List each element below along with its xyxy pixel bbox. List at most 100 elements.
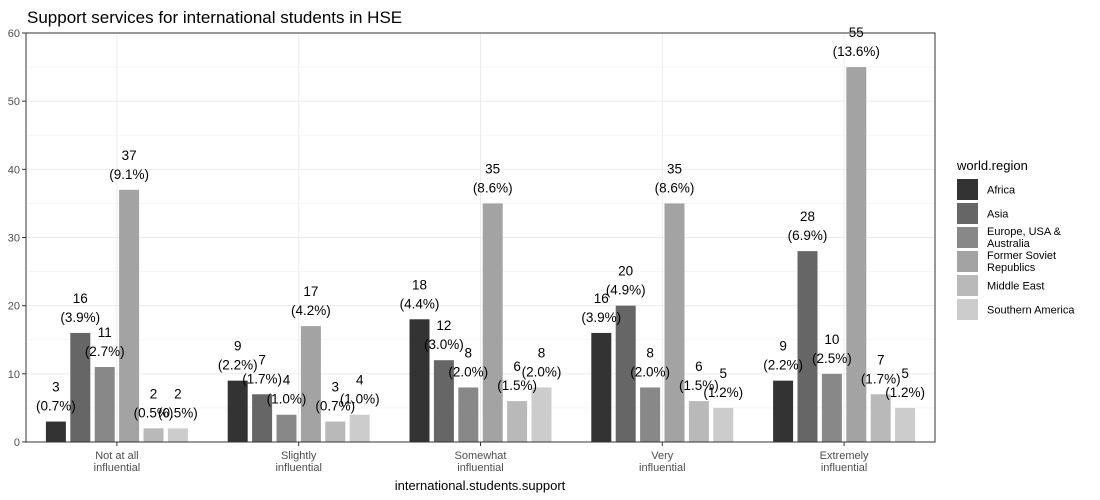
bar xyxy=(167,428,188,442)
legend-label: Middle East xyxy=(987,281,1044,293)
data-label-count: 18 xyxy=(412,277,427,292)
data-label-count: 6 xyxy=(513,359,521,374)
bar xyxy=(70,332,91,442)
legend-label: Europe, USA & Australia xyxy=(987,226,1062,250)
data-label-count: 37 xyxy=(122,148,137,163)
data-label-percent: (13.6%) xyxy=(833,44,880,59)
legend-key xyxy=(957,299,978,320)
bar xyxy=(227,380,248,442)
data-label-percent: (1.7%) xyxy=(242,371,282,386)
data-label-percent: (8.6%) xyxy=(473,180,513,195)
data-label-percent: (1.5%) xyxy=(497,378,537,393)
bar xyxy=(94,367,115,442)
data-label-percent: (3.0%) xyxy=(424,337,464,352)
x-tick-label: Very influential xyxy=(639,450,685,474)
data-label-count: 8 xyxy=(465,345,473,360)
y-axis: 0 10 20 30 40 50 60 xyxy=(8,28,26,449)
data-label-count: 6 xyxy=(695,359,703,374)
bar xyxy=(591,332,612,442)
data-label-percent: (8.6%) xyxy=(655,180,695,195)
data-label-percent: (1.5%) xyxy=(679,378,719,393)
data-label-percent: (2.5%) xyxy=(812,351,852,366)
x-tick-label: Extremely influential xyxy=(820,450,869,474)
bar xyxy=(688,401,709,442)
bar xyxy=(895,407,916,442)
data-label-count: 10 xyxy=(824,332,839,347)
data-label-count: 2 xyxy=(174,386,182,401)
x-tick-label: Slightly influential xyxy=(275,450,321,474)
data-label-percent: (2.0%) xyxy=(522,364,562,379)
data-label-percent: (1.2%) xyxy=(885,385,925,400)
legend-key xyxy=(957,179,978,200)
data-label-percent: (3.9%) xyxy=(60,310,100,325)
bar xyxy=(143,428,164,442)
bar xyxy=(870,394,891,442)
data-label-count: 5 xyxy=(901,366,909,381)
bar xyxy=(615,305,636,442)
legend: world.region Africa Asia Europe, USA & Aust… xyxy=(956,158,1075,320)
data-label-count: 8 xyxy=(538,345,546,360)
data-label-percent: (0.5%) xyxy=(134,405,174,420)
data-label-count: 35 xyxy=(667,161,682,176)
bar xyxy=(45,421,66,442)
legend-label: Southern America xyxy=(987,305,1075,317)
bar xyxy=(458,387,479,442)
data-label-count: 4 xyxy=(356,373,364,388)
data-label-count: 7 xyxy=(258,352,266,367)
y-tick-label: 50 xyxy=(8,96,20,108)
y-tick-label: 20 xyxy=(8,301,20,313)
chart-title: Support services for international stude… xyxy=(27,8,402,27)
data-label-count: 17 xyxy=(303,284,318,299)
data-label-count: 16 xyxy=(594,291,609,306)
data-label-percent: (2.2%) xyxy=(218,358,258,373)
data-label-count: 12 xyxy=(436,318,451,333)
data-label-percent: (9.1%) xyxy=(109,167,149,182)
x-tick-label: Somewhat influential xyxy=(455,450,507,474)
data-label-percent: (2.7%) xyxy=(85,344,125,359)
x-axis: Not at all influential Slightly influential… xyxy=(94,442,869,474)
data-label-count: 3 xyxy=(332,380,340,395)
bars xyxy=(45,67,916,442)
legend-label: Asia xyxy=(987,209,1009,221)
legend-label: Former Soviet Republics xyxy=(987,250,1056,274)
legend-key xyxy=(957,251,978,272)
data-label-count: 20 xyxy=(618,264,633,279)
data-label-percent: (2.0%) xyxy=(448,364,488,379)
data-label-count: 28 xyxy=(800,209,815,224)
data-label-percent: (1.7%) xyxy=(861,371,901,386)
legend-key xyxy=(957,203,978,224)
data-label-count: 4 xyxy=(283,373,291,388)
bar xyxy=(846,67,867,442)
data-label-percent: (6.9%) xyxy=(788,228,828,243)
bar xyxy=(531,387,552,442)
data-label-percent: (0.5%) xyxy=(158,405,198,420)
data-label-percent: (1.2%) xyxy=(703,385,743,400)
bar xyxy=(276,414,297,442)
bar xyxy=(252,394,273,442)
bar xyxy=(349,414,370,442)
bar xyxy=(773,380,794,442)
data-label-count: 8 xyxy=(646,345,654,360)
data-label-percent: (4.4%) xyxy=(400,296,440,311)
data-label-percent: (0.7%) xyxy=(315,399,355,414)
bar xyxy=(664,203,685,442)
y-tick-label: 40 xyxy=(8,164,20,176)
data-label-count: 2 xyxy=(150,386,158,401)
x-tick-label: Not at all influential xyxy=(94,450,140,474)
bar xyxy=(119,189,140,442)
data-label-percent: (4.9%) xyxy=(606,283,646,298)
bar xyxy=(640,387,661,442)
data-label-count: 5 xyxy=(720,366,728,381)
data-label-count: 9 xyxy=(779,339,787,354)
bar xyxy=(409,319,430,442)
data-label-count: 11 xyxy=(98,325,112,340)
bar xyxy=(821,373,842,442)
data-label-percent: (2.0%) xyxy=(630,364,670,379)
y-tick-label: 30 xyxy=(8,233,20,245)
legend-key xyxy=(957,275,978,296)
data-label-count: 3 xyxy=(52,380,60,395)
data-label-percent: (1.0%) xyxy=(267,392,307,407)
bar xyxy=(507,401,528,442)
data-label-percent: (2.2%) xyxy=(763,358,803,373)
y-tick-label: 60 xyxy=(8,28,20,40)
